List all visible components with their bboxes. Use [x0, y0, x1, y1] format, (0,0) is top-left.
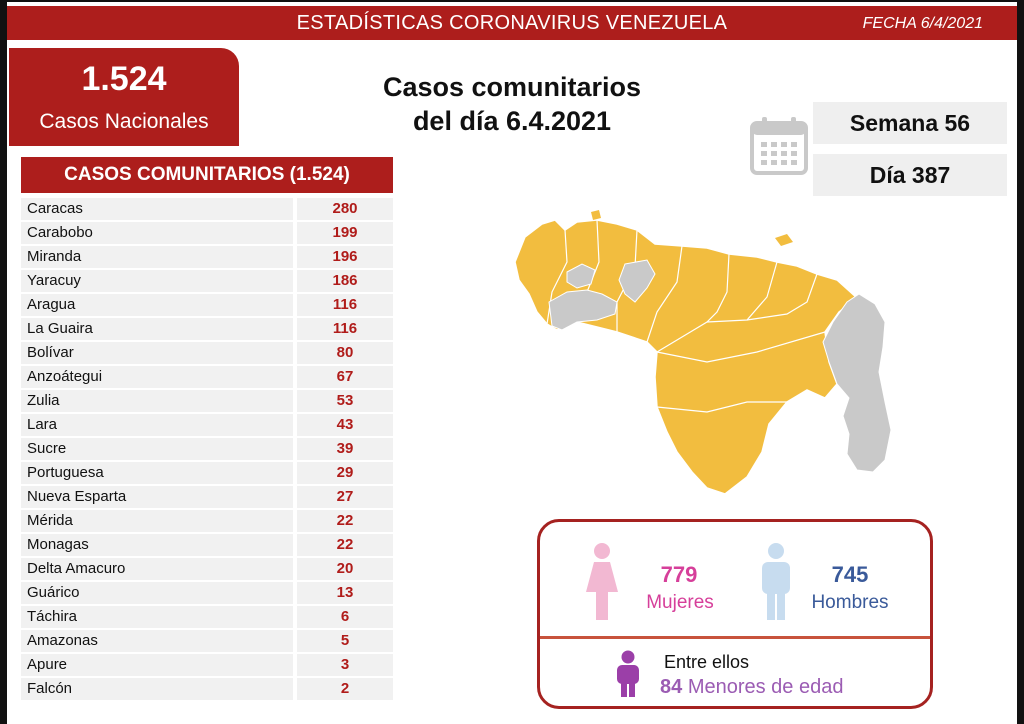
state-name: Miranda — [21, 246, 293, 268]
infographic: ESTADÍSTICAS CORONAVIRUS VENEZUELA FECHA… — [7, 2, 1017, 724]
state-cases: 80 — [297, 342, 393, 364]
table-row: Monagas 22 — [21, 534, 393, 558]
state-name: Guárico — [21, 582, 293, 604]
map-island-nueva-esparta — [775, 234, 793, 246]
state-cases: 43 — [297, 414, 393, 436]
day-label: Día 387 — [813, 154, 1007, 196]
state-name: La Guaira — [21, 318, 293, 340]
male-label: Hombres — [811, 592, 889, 613]
state-name: Caracas — [21, 198, 293, 220]
map-region-no-cases-tachira — [548, 289, 618, 331]
state-name: Táchira — [21, 606, 293, 628]
table-row: Falcón 2 — [21, 678, 393, 702]
divider — [540, 636, 930, 639]
state-name: Delta Amacuro — [21, 558, 293, 580]
state-cases: 116 — [297, 318, 393, 340]
week-label: Semana 56 — [813, 102, 1007, 144]
table-row: Caracas 280 — [21, 198, 393, 222]
state-name: Bolívar — [21, 342, 293, 364]
state-name: Lara — [21, 414, 293, 436]
page-title-line1: Casos comunitarios — [382, 72, 642, 102]
table-header: CASOS COMUNITARIOS (1.524) — [21, 157, 393, 193]
state-name: Carabobo — [21, 222, 293, 244]
state-cases: 5 — [297, 630, 393, 652]
table-row: Zulia 53 — [21, 390, 393, 414]
table-row: Anzoátegui 67 — [21, 366, 393, 390]
female-label: Mujeres — [646, 592, 714, 613]
state-name: Falcón — [21, 678, 293, 700]
table-row: Lara 43 — [21, 414, 393, 438]
minors-count: 84 — [660, 676, 683, 698]
table-row: Sucre 39 — [21, 438, 393, 462]
table-row: Apure 3 — [21, 654, 393, 678]
table-row: Mérida 22 — [21, 510, 393, 534]
table-row: Yaracuy 186 — [21, 270, 393, 294]
state-cases: 22 — [297, 510, 393, 532]
table-row: Amazonas 5 — [21, 630, 393, 654]
state-cases: 186 — [297, 270, 393, 292]
state-cases: 6 — [297, 606, 393, 628]
female-icon — [586, 543, 618, 620]
state-cases: 196 — [297, 246, 393, 268]
state-name: Apure — [21, 654, 293, 676]
state-cases: 39 — [297, 438, 393, 460]
map-region-no-cases-zulia-lake — [566, 263, 596, 289]
map-region-no-cases-lara — [618, 259, 656, 303]
state-cases: 27 — [297, 486, 393, 508]
state-name: Nueva Esparta — [21, 486, 293, 508]
state-name: Yaracuy — [21, 270, 293, 292]
state-cases: 67 — [297, 366, 393, 388]
table-row: Guárico 13 — [21, 582, 393, 606]
table-row: Delta Amacuro 20 — [21, 558, 393, 582]
male-count: 745 — [831, 562, 869, 587]
state-name: Zulia — [21, 390, 293, 412]
state-name: Mérida — [21, 510, 293, 532]
national-cases-number: 1.524 — [81, 60, 167, 98]
state-cases: 3 — [297, 654, 393, 676]
map-region-no-cases-east — [822, 293, 892, 473]
state-cases: 13 — [297, 582, 393, 604]
page-title-line2: del día 6.4.2021 — [412, 106, 612, 136]
state-name: Sucre — [21, 438, 293, 460]
banner-date: FECHA 6/4/2021 — [862, 15, 983, 32]
top-banner: ESTADÍSTICAS CORONAVIRUS VENEZUELA FECHA… — [7, 6, 1017, 40]
state-name: Anzoátegui — [21, 366, 293, 388]
state-name: Portuguesa — [21, 462, 293, 484]
banner-title: ESTADÍSTICAS CORONAVIRUS VENEZUELA — [296, 12, 728, 34]
national-cases-label: Casos Nacionales — [39, 110, 209, 133]
table-row: Portuguesa 29 — [21, 462, 393, 486]
venezuela-map — [514, 210, 892, 495]
table-row: Miranda 196 — [21, 246, 393, 270]
state-name: Monagas — [21, 534, 293, 556]
table-row: Carabobo 199 — [21, 222, 393, 246]
state-cases: 22 — [297, 534, 393, 556]
gender-summary: 779 Mujeres 745 Hombres Entre ellos 84 M… — [537, 519, 933, 709]
minors-label: Menores de edad — [687, 676, 844, 698]
state-cases: 2 — [297, 678, 393, 700]
state-cases: 280 — [297, 198, 393, 220]
state-cases: 29 — [297, 462, 393, 484]
table-row: Táchira 6 — [21, 606, 393, 630]
calendar-icon — [750, 117, 808, 175]
state-cases-table: Caracas 280 Carabobo 199 Miranda 196 Yaracuy 18… — [21, 198, 393, 702]
minors-line: 84 Menores de edad — [660, 676, 843, 699]
table-row: Aragua 116 — [21, 294, 393, 318]
national-cases-card: 1.524 Casos Nacionales — [9, 48, 239, 146]
table-row: Nueva Esparta 27 — [21, 486, 393, 510]
state-name: Amazonas — [21, 630, 293, 652]
table-row: Bolívar 80 — [21, 342, 393, 366]
child-icon — [617, 650, 639, 697]
state-name: Aragua — [21, 294, 293, 316]
state-cases: 199 — [297, 222, 393, 244]
page-title: Casos comunitarios del día 6.4.2021 — [337, 70, 687, 138]
state-cases: 53 — [297, 390, 393, 412]
map-island — [591, 210, 601, 220]
female-count: 779 — [660, 562, 698, 587]
table-row: La Guaira 116 — [21, 318, 393, 342]
map-region-cases — [514, 219, 859, 495]
state-cases: 20 — [297, 558, 393, 580]
male-icon — [762, 543, 790, 620]
between-label: Entre ellos — [664, 652, 750, 672]
state-cases: 116 — [297, 294, 393, 316]
